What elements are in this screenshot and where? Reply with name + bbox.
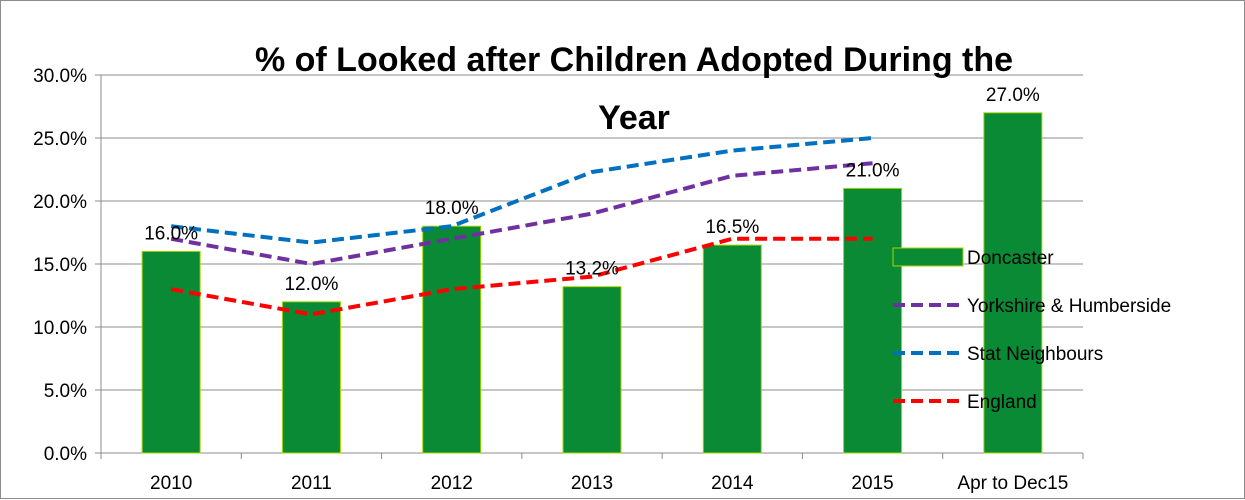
chart-title-line-1: % of Looked after Children Adopted Durin… [255,41,1013,79]
bar [422,225,482,454]
bar-data-label: 16.5% [705,217,759,238]
y-tick-label: 10.0% [33,318,87,339]
bar [141,250,201,454]
x-tick-label: 2012 [431,473,473,494]
bar [281,301,341,454]
x-tick-label: 2015 [851,473,893,494]
data-labels: 16.0% 12.0% 18.0% 13.2% 16.5% 21.0% 27.0% [144,85,1040,295]
gridlines [101,74,1083,391]
legend: Doncaster Yorkshire & Humberside Stat Neig… [892,247,1171,413]
bar-data-label: 18.0% [425,198,479,219]
series-line [170,136,873,245]
bar [843,187,903,454]
y-tick-label: 0.0% [44,444,87,465]
bar [702,244,762,454]
legend-label: Stat Neighbours [967,344,1103,365]
y-tick-label: 15.0% [33,255,87,276]
x-tick-label: Apr to Dec15 [957,473,1068,494]
bar [562,286,622,454]
bars [141,112,1043,454]
y-tick-label: 30.0% [33,66,87,87]
series-line [170,236,873,317]
legend-label: England [967,392,1037,413]
y-tick-label: 25.0% [33,129,87,150]
bar-data-label: 21.0% [846,160,900,181]
legend-label: Doncaster [967,248,1054,269]
y-tick-label: 20.0% [33,192,87,213]
legend-swatch [892,247,964,267]
x-tick-label: 2014 [711,473,754,494]
series-lines [170,136,873,317]
legend-label: Yorkshire & Humberside [967,296,1171,317]
x-tick-label: 2013 [571,473,613,494]
y-tick-label: 5.0% [44,381,87,402]
bar-data-label: 27.0% [986,85,1040,106]
bar-data-label: 16.0% [144,223,198,244]
chart-title: % of Looked after Children Adopted Durin… [255,41,1013,137]
bar [983,112,1043,454]
axes: 0.0% 5.0% 10.0% 15.0% 20.0% 25.0% 30.0% 2010 201… [33,66,1084,494]
bar-data-label: 13.2% [565,259,619,280]
series-line [170,161,873,266]
chart-title-line-2: Year [598,99,670,137]
x-tick-label: 2010 [150,473,192,494]
bar-data-label: 12.0% [284,274,338,295]
x-tick-label: 2011 [291,473,332,494]
